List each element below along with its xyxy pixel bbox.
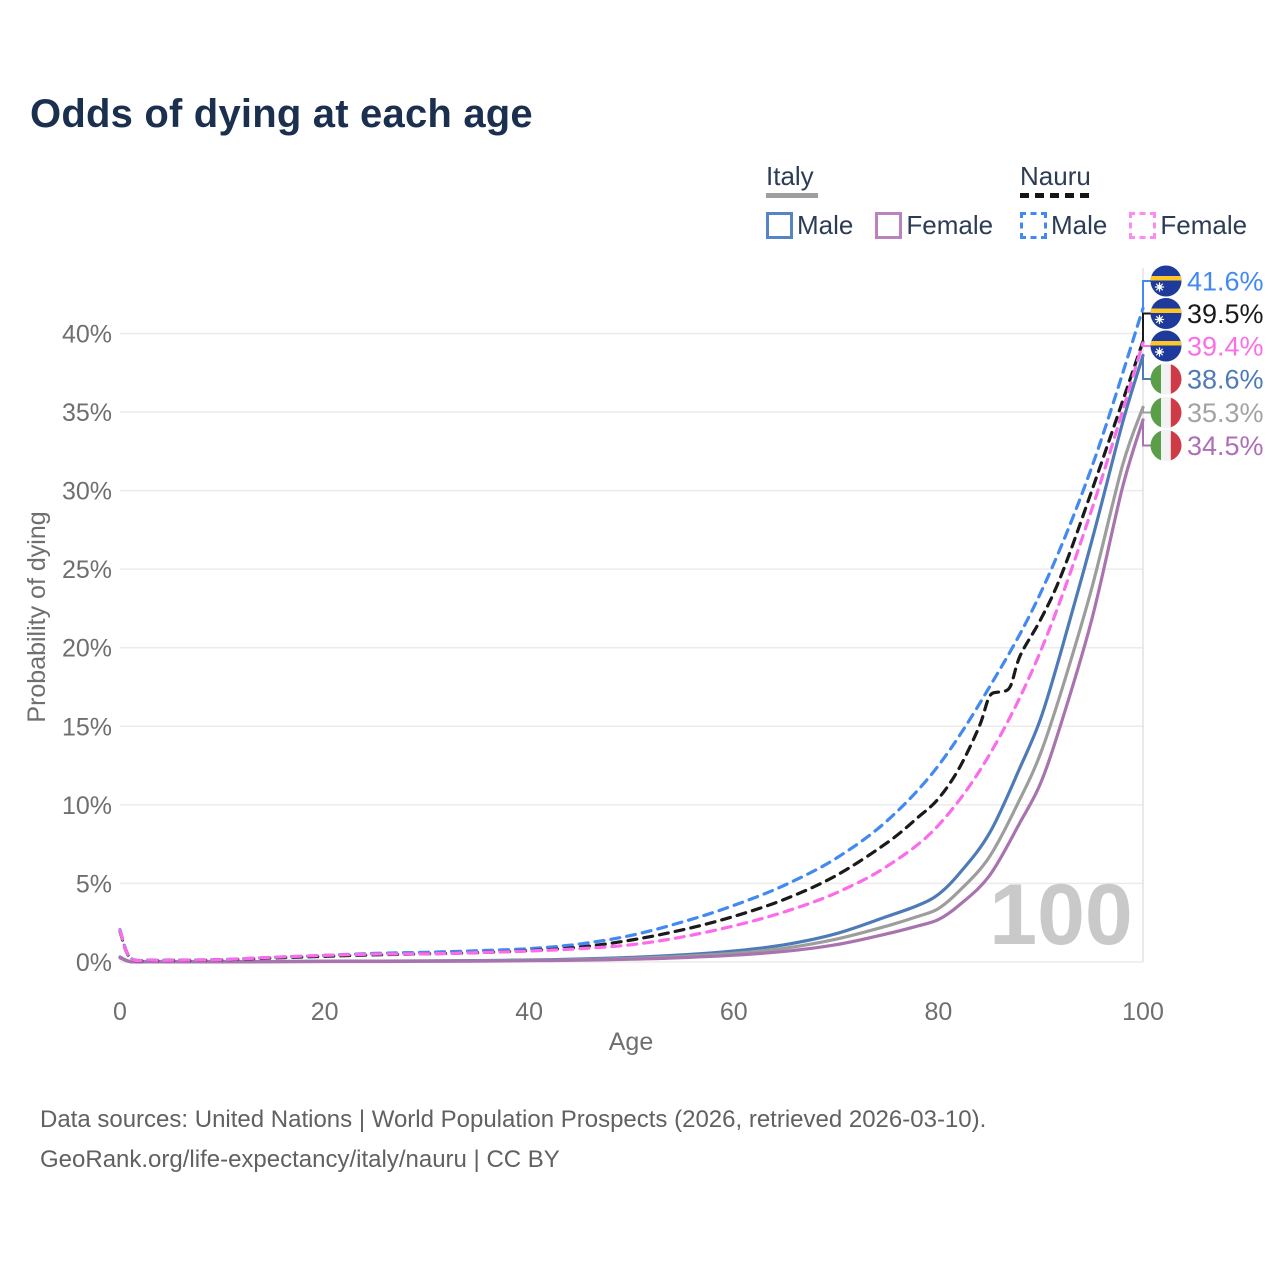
legend-nauru: Nauru Male Female bbox=[1020, 162, 1247, 241]
connector-nauru-male bbox=[1142, 280, 1151, 309]
x-tick-60: 60 bbox=[720, 998, 748, 1026]
x-tick-100: 100 bbox=[1122, 998, 1164, 1026]
legend-italy-female-label[interactable]: Female bbox=[906, 210, 994, 240]
nauru-flag-icon bbox=[1150, 330, 1182, 362]
y-tick-15-: 15% bbox=[62, 713, 112, 741]
legend-italy-label[interactable]: Italy bbox=[766, 161, 814, 191]
attribution-text: GeoRank.org/life-expectancy/italy/nauru … bbox=[40, 1146, 560, 1173]
legend-nauru-male-label[interactable]: Male bbox=[1051, 210, 1108, 240]
nauru-female-swatch[interactable] bbox=[1129, 212, 1157, 239]
legend-italy: Italy Male Female bbox=[766, 162, 993, 241]
series-line-nauru-male[interactable] bbox=[118, 306, 1145, 963]
x-tick-80: 80 bbox=[924, 998, 952, 1026]
x-axis-label: Age bbox=[609, 1028, 653, 1056]
legend-nauru-label[interactable]: Nauru bbox=[1020, 161, 1091, 191]
italy-flag-icon bbox=[1150, 363, 1182, 395]
end-marker-nauru-male[interactable]: 41.6% bbox=[1142, 265, 1264, 309]
end-label-italy-male: 38.6% bbox=[1187, 365, 1264, 395]
end-marker-italy-male[interactable]: 38.6% bbox=[1142, 355, 1264, 395]
y-tick-30-: 30% bbox=[62, 478, 112, 506]
nauru-flag-icon bbox=[1150, 265, 1182, 297]
end-label-nauru-female: 39.4% bbox=[1187, 332, 1264, 362]
connector-nauru-female bbox=[1142, 342, 1151, 347]
series-line-nauru-female[interactable] bbox=[118, 341, 1145, 963]
end-marker-italy[interactable]: 35.3% bbox=[1142, 397, 1264, 428]
italy-female-swatch[interactable] bbox=[875, 212, 903, 239]
series-line-italy-female[interactable] bbox=[118, 418, 1145, 964]
x-tick-0: 0 bbox=[113, 998, 127, 1026]
y-tick-40-: 40% bbox=[62, 320, 112, 348]
y-tick-20-: 20% bbox=[62, 635, 112, 663]
italy-solid-line-swatch bbox=[766, 193, 818, 198]
legend-italy-male-label[interactable]: Male bbox=[797, 210, 854, 240]
nauru-dashed-line-swatch bbox=[1020, 193, 1094, 198]
hovered-age-watermark: 100 bbox=[989, 867, 1133, 963]
y-axis-label: Probability of dying bbox=[23, 511, 51, 722]
italy-male-swatch[interactable] bbox=[766, 212, 793, 239]
end-label-nauru-male: 41.6% bbox=[1187, 267, 1264, 297]
legend-nauru-female-label[interactable]: Female bbox=[1160, 210, 1248, 240]
y-tick-35-: 35% bbox=[62, 399, 112, 427]
y-tick-5-: 5% bbox=[76, 870, 112, 898]
connector-italy bbox=[1142, 407, 1151, 414]
x-tick-40: 40 bbox=[515, 998, 543, 1026]
end-label-italy-female: 34.5% bbox=[1187, 431, 1264, 461]
y-tick-10-: 10% bbox=[62, 792, 112, 820]
series-line-nauru[interactable] bbox=[118, 339, 1145, 963]
y-tick-0-: 0% bbox=[76, 949, 112, 977]
page-title: Odds of dying at each age bbox=[30, 92, 533, 136]
end-label-italy: 35.3% bbox=[1187, 398, 1264, 428]
italy-flag-icon bbox=[1150, 397, 1182, 428]
end-label-nauru: 39.5% bbox=[1187, 299, 1264, 329]
connector-italy-female bbox=[1142, 419, 1151, 447]
end-marker-nauru-female[interactable]: 39.4% bbox=[1142, 330, 1264, 362]
nauru-male-swatch[interactable] bbox=[1020, 212, 1047, 239]
nauru-flag-icon bbox=[1150, 298, 1182, 329]
end-marker-italy-female[interactable]: 34.5% bbox=[1142, 419, 1264, 461]
data-sources-text: Data sources: United Nations | World Pop… bbox=[40, 1106, 987, 1133]
connector-italy-male bbox=[1142, 355, 1151, 380]
end-marker-nauru[interactable]: 39.5% bbox=[1142, 298, 1264, 342]
x-tick-20: 20 bbox=[311, 998, 339, 1026]
italy-flag-icon bbox=[1150, 430, 1182, 461]
y-tick-25-: 25% bbox=[62, 556, 112, 584]
connector-nauru bbox=[1142, 312, 1151, 342]
